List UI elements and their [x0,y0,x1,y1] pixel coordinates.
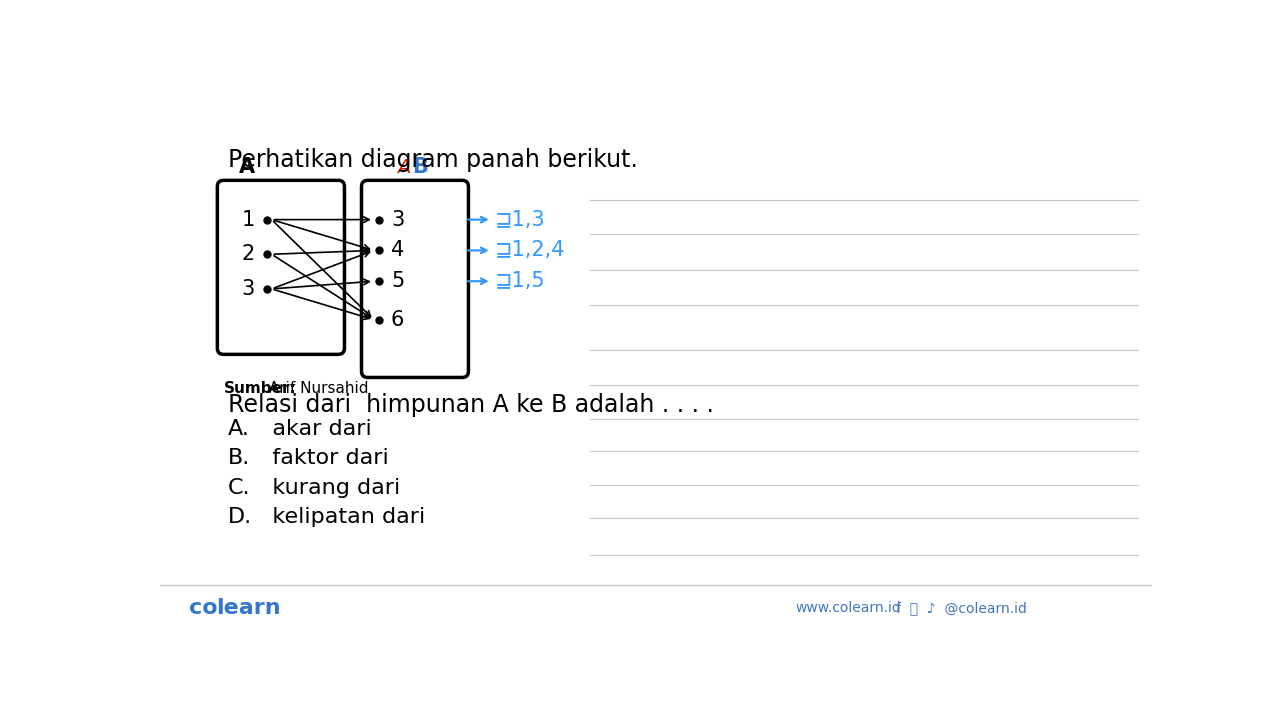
Text: C.: C. [228,477,251,498]
Text: co: co [189,598,218,618]
Text: Arif Nursahid: Arif Nursahid [264,381,369,395]
Text: ⊒1,3: ⊒1,3 [495,210,545,230]
Text: 3: 3 [390,210,404,230]
Text: 6: 6 [390,310,404,330]
Text: B.: B. [228,449,251,468]
Text: f  Ⓘ  ♪  @colearn.id: f Ⓘ ♪ @colearn.id [896,601,1027,616]
Text: www.colearn.id: www.colearn.id [795,601,901,616]
Text: A: A [397,158,411,177]
Text: Perhatikan diagram panah berikut.: Perhatikan diagram panah berikut. [228,148,637,172]
Text: 4: 4 [390,240,404,261]
Text: A.: A. [228,419,250,439]
FancyBboxPatch shape [218,180,344,354]
Text: 3: 3 [242,279,255,299]
Text: B: B [412,157,428,177]
Text: A: A [239,157,255,177]
Text: akar dari: akar dari [251,419,372,439]
Text: Sumber:: Sumber: [224,381,296,395]
Text: Relasi dari  himpunan A ke B adalah . . . .: Relasi dari himpunan A ke B adalah . . .… [228,393,714,417]
Text: learn: learn [216,598,282,618]
FancyBboxPatch shape [361,180,468,377]
Text: ⊒1,2,4: ⊒1,2,4 [495,240,566,261]
Text: 2: 2 [242,244,255,264]
Text: faktor dari: faktor dari [251,449,389,468]
Text: 1: 1 [242,210,255,230]
Text: D.: D. [228,507,252,527]
Text: kurang dari: kurang dari [251,477,401,498]
Text: ⊒1,5: ⊒1,5 [495,271,545,291]
Text: 5: 5 [390,271,404,291]
Text: kelipatan dari: kelipatan dari [251,507,426,527]
